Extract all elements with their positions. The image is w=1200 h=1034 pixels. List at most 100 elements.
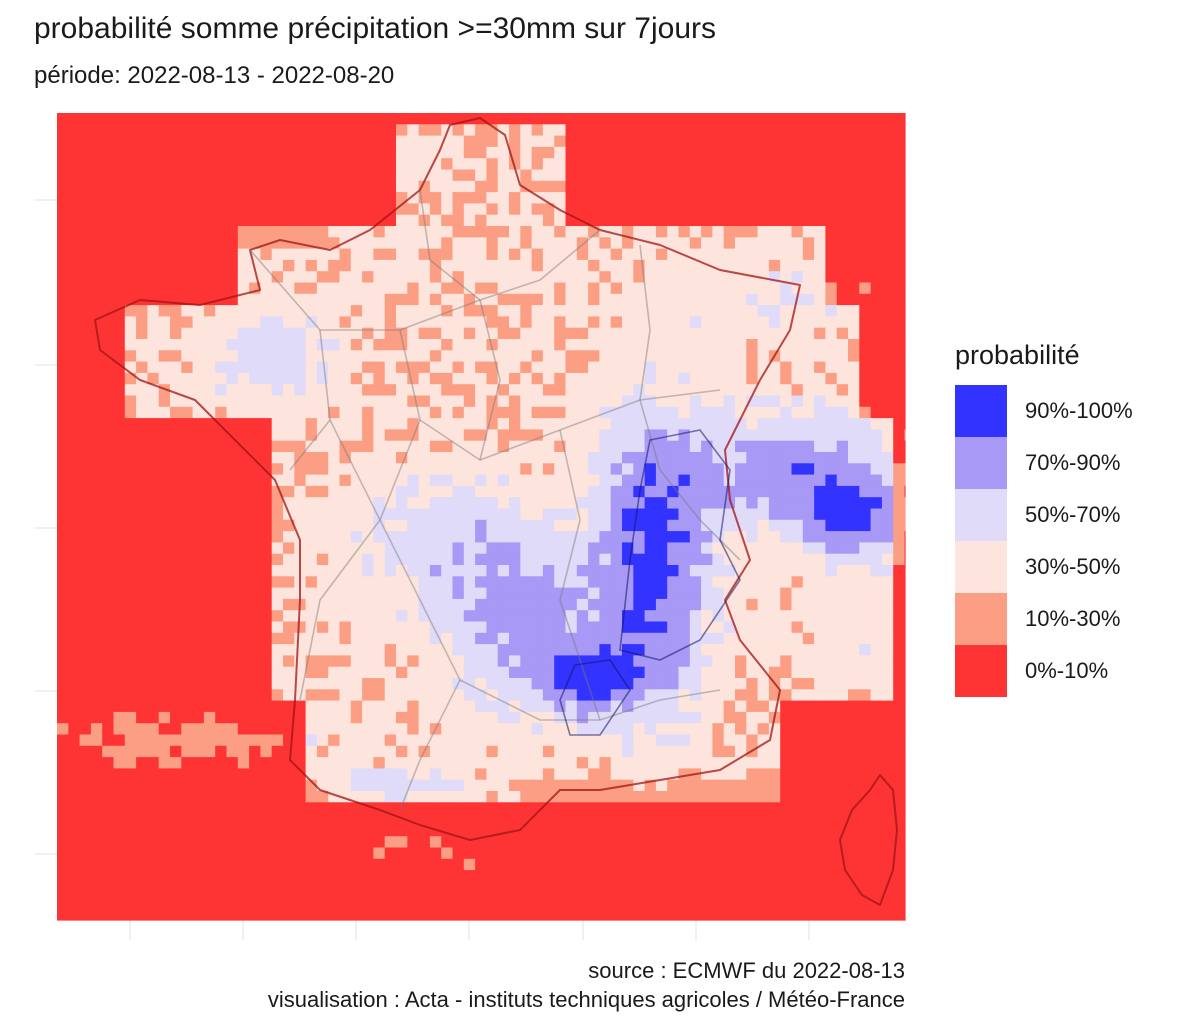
- probability-cell: [181, 136, 193, 148]
- probability-cell: [509, 339, 521, 351]
- probability-cell: [792, 124, 804, 136]
- probability-cell: [407, 848, 419, 860]
- probability-cell: [871, 701, 883, 713]
- probability-cell: [735, 158, 747, 170]
- probability-cell: [577, 373, 589, 385]
- probability-cell: [227, 531, 239, 543]
- probability-cell: [80, 407, 92, 419]
- probability-cell: [577, 192, 589, 204]
- probability-cell: [407, 124, 419, 136]
- probability-cell: [769, 644, 781, 656]
- probability-cell: [317, 746, 329, 758]
- probability-cell: [147, 418, 159, 430]
- probability-cell: [588, 509, 600, 521]
- probability-cell: [306, 497, 318, 509]
- probability-cell: [68, 542, 80, 554]
- probability-cell: [905, 249, 906, 261]
- probability-cell: [554, 814, 566, 826]
- probability-cell: [238, 542, 250, 554]
- probability-cell: [328, 497, 340, 509]
- probability-cell: [68, 158, 80, 170]
- probability-cell: [893, 271, 905, 283]
- probability-cell: [656, 158, 668, 170]
- probability-cell: [260, 802, 272, 814]
- probability-cell: [633, 768, 645, 780]
- probability-cell: [690, 588, 702, 600]
- probability-cell: [238, 735, 250, 747]
- probability-cell: [656, 565, 668, 577]
- probability-cell: [283, 622, 295, 634]
- probability-cell: [803, 418, 815, 430]
- probability-cell: [746, 192, 758, 204]
- probability-cell: [679, 271, 691, 283]
- probability-cell: [181, 147, 193, 159]
- probability-cell: [701, 723, 713, 735]
- probability-cell: [317, 757, 329, 769]
- probability-cell: [577, 113, 589, 125]
- probability-cell: [588, 136, 600, 148]
- probability-cell: [453, 283, 465, 295]
- probability-cell: [656, 509, 668, 521]
- probability-cell: [679, 757, 691, 769]
- probability-cell: [136, 339, 148, 351]
- probability-cell: [362, 418, 374, 430]
- probability-cell: [577, 497, 589, 509]
- probability-cell: [622, 497, 634, 509]
- probability-cell: [430, 339, 442, 351]
- probability-cell: [114, 723, 126, 735]
- probability-cell: [260, 610, 272, 622]
- probability-cell: [340, 305, 352, 317]
- probability-cell: [871, 237, 883, 249]
- probability-cell: [430, 407, 442, 419]
- probability-cell: [57, 147, 69, 159]
- probability-cell: [125, 441, 137, 453]
- probability-cell: [520, 588, 532, 600]
- probability-cell: [645, 565, 657, 577]
- probability-cell: [193, 723, 205, 735]
- probability-cell: [159, 192, 171, 204]
- probability-cell: [294, 158, 306, 170]
- probability-cell: [181, 542, 193, 554]
- probability-cell: [215, 588, 227, 600]
- probability-cell: [848, 565, 860, 577]
- probability-cell: [633, 689, 645, 701]
- probability-cell: [871, 802, 883, 814]
- probability-cell: [814, 509, 826, 521]
- probability-cell: [645, 644, 657, 656]
- probability-cell: [611, 802, 623, 814]
- probability-cell: [701, 497, 713, 509]
- probability-cell: [588, 396, 600, 408]
- probability-cell: [554, 407, 566, 419]
- probability-cell: [905, 192, 906, 204]
- probability-cell: [735, 441, 747, 453]
- probability-cell: [227, 610, 239, 622]
- probability-cell: [362, 814, 374, 826]
- probability-cell: [215, 667, 227, 679]
- probability-cell: [735, 260, 747, 272]
- probability-cell: [645, 497, 657, 509]
- probability-cell: [566, 735, 578, 747]
- probability-cell: [825, 520, 837, 532]
- probability-cell: [147, 610, 159, 622]
- probability-cell: [690, 350, 702, 362]
- probability-cell: [893, 441, 905, 453]
- probability-cell: [554, 305, 566, 317]
- probability-cell: [125, 181, 137, 193]
- probability-cell: [385, 418, 397, 430]
- probability-cell: [136, 689, 148, 701]
- probability-cell: [57, 316, 69, 328]
- probability-cell: [464, 554, 476, 566]
- probability-cell: [814, 271, 826, 283]
- probability-cell: [837, 735, 849, 747]
- probability-cell: [340, 735, 352, 747]
- probability-cell: [373, 735, 385, 747]
- probability-cell: [532, 712, 544, 724]
- probability-cell: [260, 712, 272, 724]
- probability-cell: [814, 655, 826, 667]
- probability-cell: [351, 170, 363, 182]
- probability-cell: [622, 644, 634, 656]
- probability-cell: [599, 814, 611, 826]
- probability-cell: [453, 418, 465, 430]
- probability-cell: [385, 735, 397, 747]
- probability-cell: [407, 203, 419, 215]
